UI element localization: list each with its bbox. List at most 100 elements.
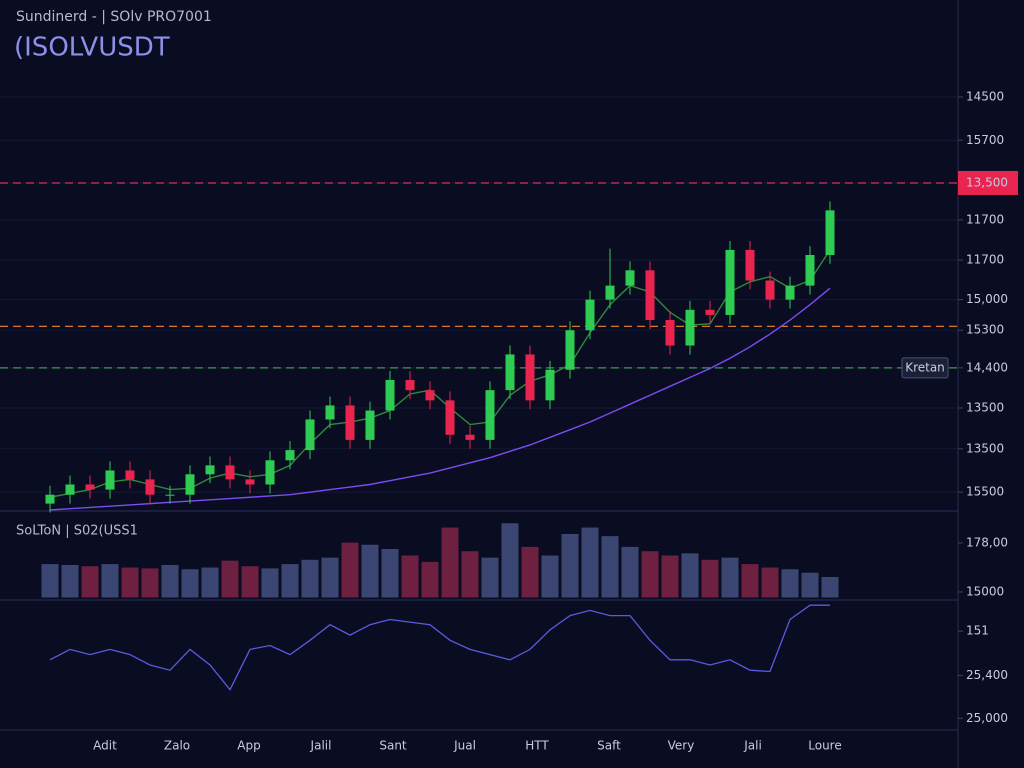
candle-body: [345, 405, 355, 440]
candle-body: [505, 354, 515, 391]
x-tick-label: Very: [668, 739, 695, 753]
volume-bar: [180, 568, 200, 599]
candle-body: [765, 280, 775, 300]
candle-body: [465, 434, 475, 440]
y-tick-label: 15300: [966, 323, 1004, 337]
candle-body: [665, 320, 675, 346]
volume-bar: [440, 526, 460, 599]
volume-bar: [800, 571, 820, 599]
candle-body: [245, 479, 255, 485]
candle-body: [205, 465, 215, 475]
level-tag: [901, 357, 949, 379]
volume-bar: [80, 565, 100, 599]
volume-bar: [720, 556, 740, 599]
candle-body: [585, 299, 595, 331]
price-tag: [958, 170, 1018, 195]
y-tick-label: 25,000: [966, 711, 1008, 725]
y-tick-label: 13500: [966, 401, 1004, 415]
volume-bar: [520, 545, 540, 599]
title: Sundinerd - | SOlv PRO7001: [16, 9, 212, 25]
candle-body: [485, 390, 495, 440]
volume-bar: [60, 563, 80, 599]
candle-body: [125, 470, 135, 480]
volume-bar: [320, 556, 340, 599]
x-tick-label: Jali: [743, 739, 762, 753]
x-tick-label: Loure: [808, 739, 841, 753]
candle-body: [165, 494, 175, 496]
volume-bar: [380, 548, 400, 599]
candle-body: [85, 484, 95, 490]
candle-body: [685, 309, 695, 346]
candle-body: [525, 354, 535, 401]
x-tick-label: Jalil: [310, 739, 332, 753]
volume-bar: [260, 567, 280, 599]
symbol: (ISOLVUSDT: [14, 33, 170, 63]
candle-body: [625, 270, 635, 286]
volume-bar: [820, 576, 840, 599]
candle-body: [65, 484, 75, 495]
volume-bar: [360, 543, 380, 599]
volume-bar: [500, 522, 520, 599]
volume-bar: [420, 560, 440, 599]
volume-bar: [620, 545, 640, 599]
y-tick-label: 178,00: [966, 535, 1008, 549]
volume-bar: [40, 563, 60, 599]
candle-body: [545, 369, 555, 401]
x-tick-label: Jual: [453, 739, 476, 753]
candle-body: [445, 400, 455, 435]
line: [49, 249, 831, 498]
x-tick-label: Saft: [597, 739, 621, 753]
volume-bar: [160, 563, 180, 599]
x-tick-label: Sant: [379, 739, 407, 753]
candle-body: [725, 249, 735, 315]
line: [49, 604, 830, 691]
x-tick-label: Adit: [93, 739, 117, 753]
volume-bar: [460, 550, 480, 599]
candle-body: [145, 479, 155, 495]
candle-body: [785, 285, 795, 300]
y-tick-label: 15700: [966, 133, 1004, 147]
y-tick-label: 15,000: [966, 292, 1008, 306]
y-tick-label: 14500: [966, 89, 1004, 103]
candle-body: [705, 309, 715, 315]
line: [49, 287, 831, 511]
candle-body: [605, 285, 615, 300]
volume-bar: [140, 567, 160, 599]
x-tick-label: App: [237, 739, 260, 753]
volume-bar: [480, 556, 500, 599]
volume-bar: [740, 563, 760, 599]
volume-bar: [640, 550, 660, 599]
volume-bar: [100, 563, 120, 599]
candle-body: [425, 390, 435, 401]
volume-bar: [340, 541, 360, 599]
y-tick-label: 14,400: [966, 360, 1008, 374]
volume-bar: [280, 563, 300, 599]
volume-bar: [300, 558, 320, 599]
candle-body: [825, 210, 835, 255]
volume-bar: [220, 559, 240, 599]
y-tick-label: 151: [966, 624, 989, 638]
x-tick-label: HTT: [525, 739, 549, 753]
y-tick-label: 11700: [966, 212, 1004, 226]
volume-bar: [660, 554, 680, 599]
y-tick-label: 13500: [966, 441, 1004, 455]
volume-bar: [120, 566, 140, 599]
candle-body: [185, 474, 195, 495]
candle-body: [305, 419, 315, 451]
candle-body: [265, 460, 275, 485]
volume-bar: [240, 565, 260, 599]
candle-body: [45, 494, 55, 504]
y-tick-label: 11700: [966, 253, 1004, 267]
candle-body: [745, 249, 755, 281]
candle-body: [325, 405, 335, 420]
candle-body: [285, 450, 295, 461]
level-label: Kretan: [905, 360, 945, 374]
volume-bar: [200, 566, 220, 599]
candle-body: [565, 330, 575, 370]
volume-bar: [560, 533, 580, 599]
candle-body: [385, 379, 395, 411]
volume-bar: [760, 566, 780, 599]
candle-body: [225, 465, 235, 480]
volume-bar: [780, 568, 800, 599]
